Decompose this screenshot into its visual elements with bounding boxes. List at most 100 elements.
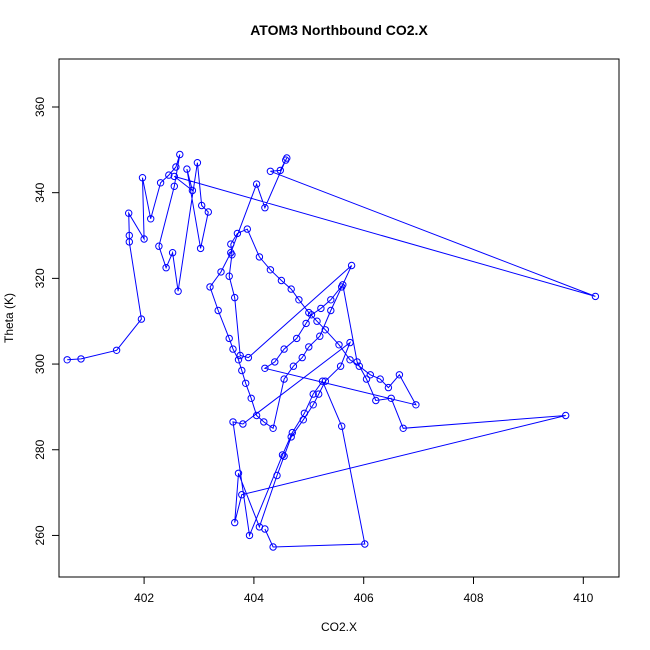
y-axis-label: Theta (K) [2, 293, 16, 343]
data-point [112, 346, 121, 354]
data-point [231, 518, 239, 527]
data-point [225, 272, 233, 280]
data-point [260, 418, 268, 426]
data-point [387, 394, 395, 402]
data-point [289, 362, 298, 370]
data-point [155, 242, 163, 250]
data-point [261, 364, 269, 372]
data-point [372, 396, 380, 405]
data-point [395, 371, 404, 379]
data-point [225, 334, 233, 343]
data-point [162, 264, 170, 272]
data-point [231, 293, 239, 302]
series-layer [63, 150, 600, 551]
data-point [236, 351, 244, 360]
series-line [67, 154, 596, 548]
data-point [346, 338, 354, 347]
data-point [198, 201, 206, 210]
data-point [307, 311, 316, 319]
data-point [339, 281, 347, 289]
data-point [244, 353, 253, 362]
data-point [293, 334, 301, 343]
data-point [316, 332, 324, 340]
y-axis: 260 280 300 320 340 360 [33, 97, 59, 545]
data-point [63, 356, 71, 364]
data-point [298, 353, 306, 362]
data-point [193, 159, 202, 167]
y-tick-label: 300 [33, 354, 47, 374]
data-point [245, 531, 254, 540]
data-point [280, 452, 288, 460]
data-point [562, 411, 570, 420]
data-point [214, 306, 222, 315]
data-point [252, 180, 261, 188]
data-point [165, 171, 173, 179]
data-point [234, 356, 243, 364]
data-point [313, 317, 321, 325]
data-point [327, 306, 335, 315]
data-point [188, 186, 197, 195]
data-point [266, 167, 275, 176]
data-point [242, 379, 250, 387]
data-point [321, 326, 329, 334]
data-point [255, 253, 264, 261]
data-point [280, 375, 288, 383]
y-tick-label: 280 [33, 439, 47, 459]
data-point [288, 428, 296, 437]
data-point [252, 411, 261, 420]
data-point [196, 244, 205, 253]
x-tick-label: 410 [573, 591, 593, 605]
chart-title: ATOM3 Northbound CO2.X [250, 22, 428, 38]
data-point [238, 491, 246, 499]
data-point [376, 375, 384, 383]
data-point [353, 358, 361, 366]
data-point [305, 343, 313, 351]
data-point [300, 409, 309, 417]
data-point [335, 341, 343, 349]
y-tick-label: 340 [33, 182, 47, 202]
data-point [183, 165, 191, 173]
data-point [327, 296, 335, 304]
data-point [204, 208, 213, 216]
data-point [276, 166, 284, 175]
data-point [347, 261, 356, 270]
data-point [156, 179, 165, 187]
data-point [125, 209, 133, 217]
x-axis-label: CO2.X [321, 620, 357, 634]
data-point [239, 420, 247, 428]
x-tick-label: 404 [244, 591, 264, 605]
data-point [338, 422, 346, 430]
data-point [295, 296, 303, 304]
data-point [277, 276, 286, 285]
data-point [234, 469, 243, 477]
data-point [266, 266, 275, 274]
data-point [361, 540, 369, 548]
data-point [233, 229, 242, 238]
data-point [269, 424, 277, 432]
data-point [176, 150, 184, 159]
data-point [227, 240, 235, 248]
data-point [321, 377, 329, 385]
data-point [336, 362, 345, 370]
data-point [217, 268, 225, 276]
data-point [287, 285, 295, 293]
plot-frame [58, 58, 620, 578]
data-point [412, 401, 420, 409]
data-point [206, 283, 214, 291]
data-point [591, 292, 600, 301]
data-point [309, 390, 317, 398]
data-point [355, 362, 363, 370]
data-point [318, 377, 327, 385]
data-point [138, 174, 147, 182]
data-point [174, 287, 182, 295]
data-point [280, 345, 288, 353]
data-point [261, 525, 269, 533]
x-tick-label: 406 [354, 591, 374, 605]
data-point [137, 315, 146, 323]
data-point [273, 471, 281, 480]
data-point [243, 225, 252, 233]
data-point [315, 390, 323, 398]
y-tick-label: 320 [33, 268, 47, 288]
data-point [229, 345, 237, 353]
